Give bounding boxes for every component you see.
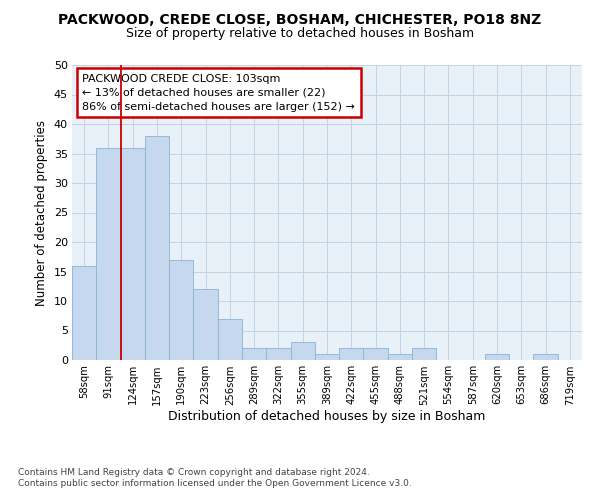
Bar	[193, 289, 218, 360]
Text: Contains HM Land Registry data © Crown copyright and database right 2024.
Contai: Contains HM Land Registry data © Crown c…	[18, 468, 412, 487]
Bar	[145, 136, 169, 360]
Bar	[388, 354, 412, 360]
Bar	[266, 348, 290, 360]
Bar	[364, 348, 388, 360]
Text: PACKWOOD, CREDE CLOSE, BOSHAM, CHICHESTER, PO18 8NZ: PACKWOOD, CREDE CLOSE, BOSHAM, CHICHESTE…	[58, 12, 542, 26]
Text: PACKWOOD CREDE CLOSE: 103sqm
← 13% of detached houses are smaller (22)
86% of se: PACKWOOD CREDE CLOSE: 103sqm ← 13% of de…	[82, 74, 355, 112]
Bar	[339, 348, 364, 360]
X-axis label: Distribution of detached houses by size in Bosham: Distribution of detached houses by size …	[169, 410, 485, 423]
Bar	[218, 318, 242, 360]
Bar	[72, 266, 96, 360]
Bar	[96, 148, 121, 360]
Bar	[121, 148, 145, 360]
Bar	[242, 348, 266, 360]
Bar	[485, 354, 509, 360]
Bar	[412, 348, 436, 360]
Bar	[169, 260, 193, 360]
Bar	[533, 354, 558, 360]
Bar	[290, 342, 315, 360]
Y-axis label: Number of detached properties: Number of detached properties	[35, 120, 48, 306]
Bar	[315, 354, 339, 360]
Text: Size of property relative to detached houses in Bosham: Size of property relative to detached ho…	[126, 28, 474, 40]
